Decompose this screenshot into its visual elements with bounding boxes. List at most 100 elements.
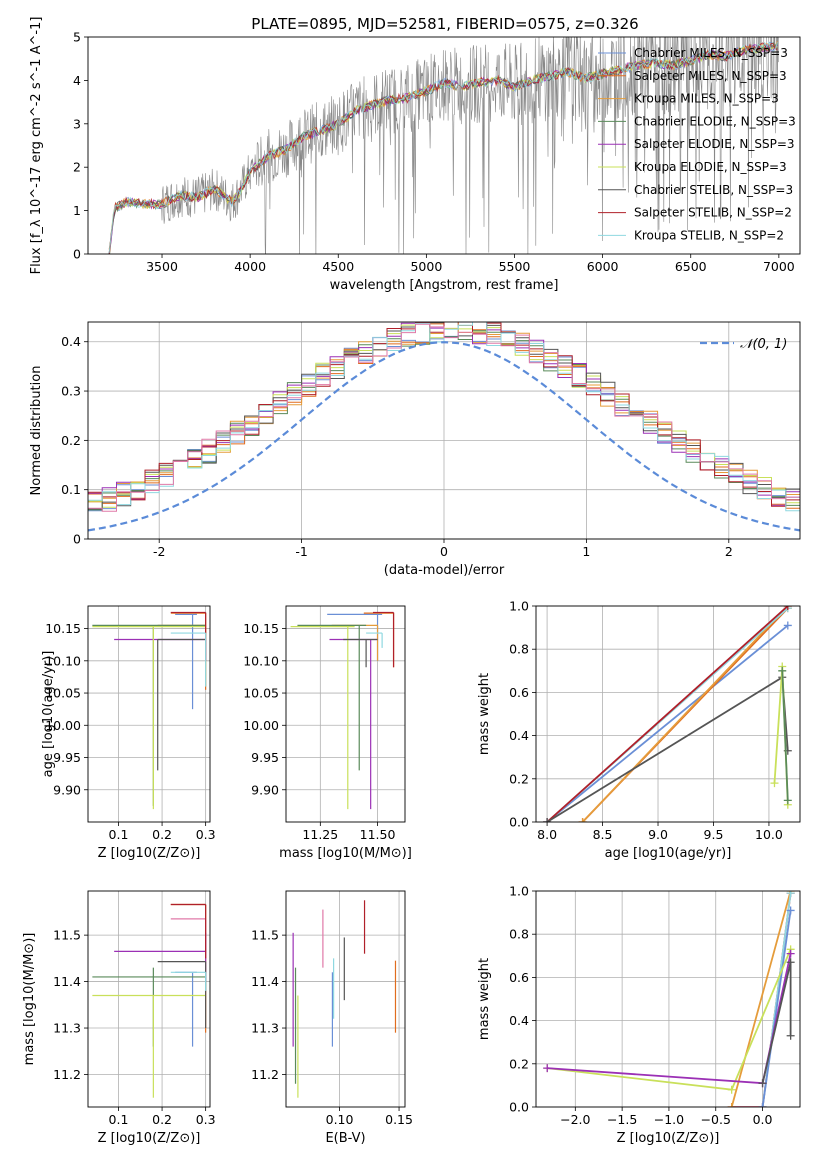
x-tick-label: 0.15 — [385, 1112, 413, 1127]
x-tick-label: 9.5 — [704, 827, 724, 842]
weight-marker — [543, 818, 552, 822]
plot-area — [92, 611, 207, 810]
legend-entry: Chabrier MILES, N_SSP=3 — [634, 46, 788, 60]
y-tick-label: 9.95 — [53, 750, 81, 765]
x-tick-label: 11.50 — [360, 827, 396, 842]
x-tick-label: 2 — [725, 544, 733, 559]
weight-marker — [543, 1064, 552, 1073]
weight-marker — [786, 891, 795, 898]
weight-marker — [578, 818, 587, 822]
y-tick-label: 0.8 — [509, 927, 529, 942]
age-vs-metallicity-panel: 0.1 0.2 0.3 9.90 9.95 10.00 10.05 10.10 10.15 Z [… — [41, 605, 216, 861]
y-tick-label: 10.05 — [45, 686, 81, 701]
weight-marker — [786, 958, 795, 967]
x-tick-label: 0.0 — [753, 1112, 773, 1127]
y-tick-label: 11.3 — [53, 1021, 81, 1036]
y-tick-label: 11.5 — [251, 928, 279, 943]
x-tick-label: 5000 — [410, 259, 442, 274]
x-tick-label: 0.3 — [196, 827, 216, 842]
data-point — [329, 638, 378, 810]
axes-frame — [535, 890, 801, 1108]
y-tick-label: 9.90 — [251, 782, 279, 797]
data-point — [327, 613, 383, 661]
data-point — [170, 611, 207, 661]
y-tick-label: 10.10 — [243, 653, 279, 668]
x-tick-label: 0.10 — [326, 1112, 354, 1127]
y-tick-label: 0.4 — [61, 334, 81, 349]
weight-line — [546, 624, 789, 822]
y-tick-label: 0.0 — [509, 1100, 529, 1115]
y-tick-label: 0.0 — [509, 815, 529, 830]
legend-entry: Kroupa MILES, N_SSP=3 — [634, 92, 779, 106]
data-point — [290, 626, 355, 810]
weight-vs-metallicity-panel: −2.0 −1.5 −1.0 −0.5 0.0 0.0 0.2 0.4 0.6 0.8 1.0 Z [… — [477, 884, 801, 1146]
y-tick-label: 3 — [73, 116, 81, 131]
y-tick-label: 11.3 — [251, 1021, 279, 1036]
x-tick-label: 5500 — [499, 259, 531, 274]
x-tick-label: 3500 — [146, 259, 178, 274]
x-axis-label: age [log10(age/yr)] — [605, 846, 732, 861]
x-tick-label: 0.1 — [109, 1112, 129, 1127]
y-tick-label: 0 — [73, 247, 81, 262]
grid — [88, 322, 800, 540]
data-point — [92, 994, 206, 1098]
y-tick-label: 10.00 — [45, 718, 81, 733]
weight-marker — [783, 606, 792, 610]
data-point — [114, 932, 207, 982]
x-tick-label: 8.5 — [593, 827, 613, 842]
y-tick-label: 1 — [73, 203, 81, 218]
plot-area — [108, 37, 779, 254]
y-axis-label: mass weight — [477, 673, 492, 755]
y-tick-label: 10.00 — [243, 718, 279, 733]
data-point — [170, 903, 207, 959]
data-point — [92, 967, 206, 1047]
x-tick-label: 6000 — [587, 259, 619, 274]
weight-line — [546, 606, 789, 822]
axes-frame — [535, 605, 801, 823]
spectrum-panel: 3500 4000 4500 5000 5500 6000 6500 7000 0 1 2 3 4 5 wa… — [29, 17, 801, 293]
weight-marker — [758, 1079, 767, 1088]
mass-vs-metallicity-panel: 0.1 0.2 0.3 11.2 11.3 11.4 11.5 Z [log10(Z/Z⊙)]… — [22, 890, 216, 1146]
plot-area — [290, 611, 395, 810]
x-tick-label: 0.1 — [109, 827, 129, 842]
x-tick-label: −0.5 — [701, 1112, 731, 1127]
data-point — [363, 612, 395, 668]
grid — [88, 606, 210, 822]
x-tick-label: 0.2 — [152, 827, 172, 842]
y-tick-label: 9.90 — [53, 782, 81, 797]
weight-line — [546, 675, 789, 822]
legend-entry: Chabrier STELIB, N_SSP=3 — [634, 183, 793, 197]
axes-frame — [87, 321, 801, 540]
x-tick-label: 0.2 — [152, 1112, 172, 1127]
data-point — [175, 613, 197, 710]
plot-area — [88, 322, 800, 532]
data-point — [92, 624, 206, 806]
data-point — [343, 638, 378, 668]
age-vs-mass-panel: 11.25 11.50 9.90 9.95 10.00 10.05 10.10 10.15 ma… — [243, 605, 412, 861]
legend: 𝒩(0, 1) — [700, 337, 787, 352]
plot-area — [543, 606, 792, 822]
weight-marker — [783, 796, 792, 805]
data-point — [170, 903, 207, 1033]
data-point — [297, 624, 367, 771]
data-point — [366, 632, 383, 648]
data-point — [170, 971, 207, 991]
plot-area — [543, 891, 795, 1107]
weight-line — [581, 606, 789, 822]
y-tick-label: 0.3 — [61, 384, 81, 399]
y-tick-label: 2 — [73, 160, 81, 175]
y-tick-label: 11.4 — [53, 974, 81, 989]
weight-marker — [770, 779, 779, 788]
weight-marker — [786, 906, 795, 915]
weight-marker — [786, 949, 795, 958]
x-axis-label: (data-model)/error — [384, 563, 505, 578]
weight-marker — [727, 1103, 736, 1107]
x-tick-label: 9.0 — [648, 827, 668, 842]
data-point — [170, 632, 207, 687]
weight-line — [730, 891, 792, 1107]
y-tick-label: 0.2 — [509, 771, 529, 786]
x-tick-label: 0 — [440, 544, 448, 559]
data-point — [157, 961, 207, 1029]
data-point — [157, 638, 206, 771]
